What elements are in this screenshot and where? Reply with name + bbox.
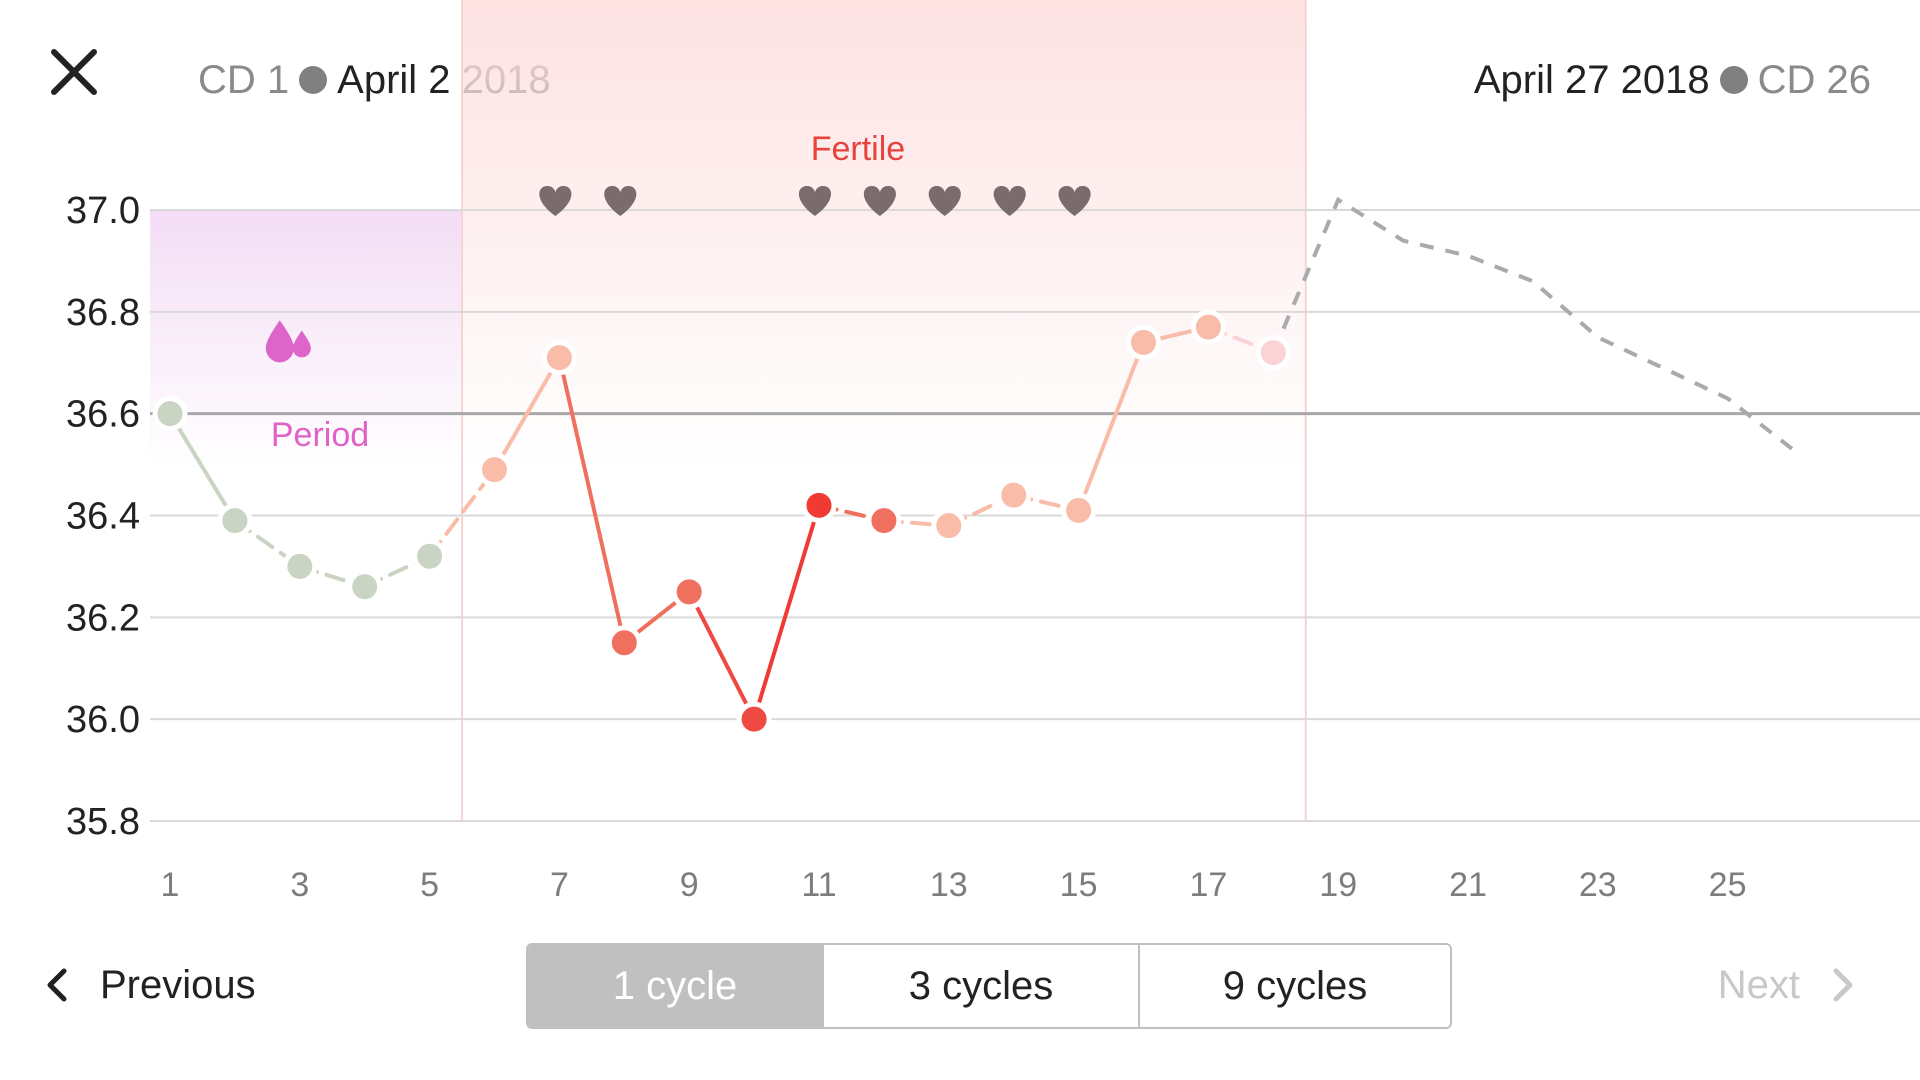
x-tick-label: 11 (801, 866, 836, 904)
drop-large (265, 320, 294, 363)
heart-shape (539, 186, 572, 216)
y-tick-label: 35.8 (66, 801, 140, 843)
segment-3-cycles[interactable]: 3 cycles (822, 945, 1138, 1027)
temperature-point (412, 538, 448, 574)
temperature-segment (492, 355, 562, 472)
period-label: Period (271, 416, 369, 454)
start-dot (299, 66, 328, 94)
temperature-point (996, 477, 1032, 513)
temperature-segment (687, 589, 757, 722)
x-tick-label: 9 (680, 866, 699, 904)
temperature-point (1061, 492, 1097, 528)
cycle-end-info: April 27 2018 CD 26 (1474, 50, 1871, 110)
x-tick-label: 19 (1319, 866, 1357, 904)
x-tick-label: 7 (550, 866, 569, 904)
heart-icon (798, 186, 832, 216)
temperature-point (541, 340, 577, 376)
temperature-segment (427, 467, 497, 559)
close-button[interactable] (44, 42, 104, 102)
y-tick-label: 36.8 (66, 292, 140, 334)
prediction-line (1271, 196, 1794, 451)
temperature-point (931, 508, 967, 544)
heart-shape (604, 186, 637, 216)
segment-1-cycle[interactable]: 1 cycle (528, 945, 822, 1027)
x-tick-label: 23 (1579, 866, 1617, 904)
heart-shape (928, 186, 961, 216)
temperature-point (671, 574, 707, 610)
temperature-segment (1076, 340, 1146, 513)
end-date: April 27 2018 (1473, 57, 1710, 102)
x-tick-label: 5 (420, 866, 439, 904)
close-icon (51, 49, 97, 95)
drop-small (292, 330, 311, 358)
temperature-point (282, 548, 318, 584)
temperature-point (866, 503, 902, 539)
end-dot (1719, 66, 1748, 94)
x-tick-label: 15 (1060, 866, 1098, 904)
y-tick-label: 37.0 (66, 190, 140, 232)
temperature-segment (168, 411, 237, 523)
heart-shape (798, 186, 832, 216)
heart-shape (863, 186, 896, 216)
heart-icon (604, 186, 637, 216)
x-tick-label: 3 (290, 866, 309, 904)
x-tick-label: 17 (1189, 866, 1227, 904)
previous-button[interactable]: Previous (40, 940, 256, 1030)
chevron-right-icon (1833, 968, 1853, 1002)
chevron-left-icon (47, 968, 67, 1002)
drops-icon (265, 320, 311, 363)
y-tick-label: 36.2 (66, 597, 140, 639)
temperature-segment (557, 355, 627, 645)
temperature-point (477, 452, 512, 488)
temperature-point (736, 701, 772, 737)
temperature-chart: Period Fertile 37.0 36.8 36.6 36.4 36.2 36.0 35.… (66, 0, 1920, 904)
fertile-label: Fertile (811, 130, 905, 168)
temperature-point (606, 625, 642, 661)
start-cycle-day: CD 1 (198, 57, 290, 102)
end-cycle-day: CD 26 (1757, 57, 1871, 102)
heart-icon (1058, 186, 1091, 216)
temperature-point (217, 503, 253, 539)
heart-shape (993, 186, 1026, 216)
heart-icon (539, 186, 572, 216)
temperature-point (801, 487, 837, 523)
segment-9-cycles[interactable]: 9 cycles (1138, 945, 1450, 1027)
temperature-point (1190, 309, 1226, 345)
x-tick-label: 21 (1449, 866, 1487, 904)
previous-label: Previous (100, 962, 256, 1007)
x-tick-label: 1 (161, 866, 180, 904)
temperature-point (347, 569, 383, 605)
x-tick-label: 25 (1709, 866, 1747, 904)
y-tick-label: 36.6 (66, 394, 140, 436)
heart-icon (863, 186, 896, 216)
heart-icon (993, 186, 1026, 216)
heart-icon (928, 186, 961, 216)
temperature-point (1255, 335, 1291, 371)
temperature-point (1126, 324, 1161, 360)
heart-shape (1058, 186, 1091, 216)
x-tick-label: 13 (930, 866, 968, 904)
next-button[interactable]: Next (1718, 940, 1860, 1030)
next-label: Next (1717, 962, 1800, 1007)
temperature-segment (752, 503, 821, 722)
bottom-navigation: Previous 1 cycle 3 cycles 9 cycles Next (0, 940, 1920, 1030)
y-tick-label: 36.4 (66, 496, 140, 538)
fertile-region (462, 0, 1306, 470)
temperature-point (152, 396, 188, 432)
cycle-range-selector: 1 cycle 3 cycles 9 cycles (526, 943, 1452, 1029)
y-tick-label: 36.0 (66, 699, 140, 741)
